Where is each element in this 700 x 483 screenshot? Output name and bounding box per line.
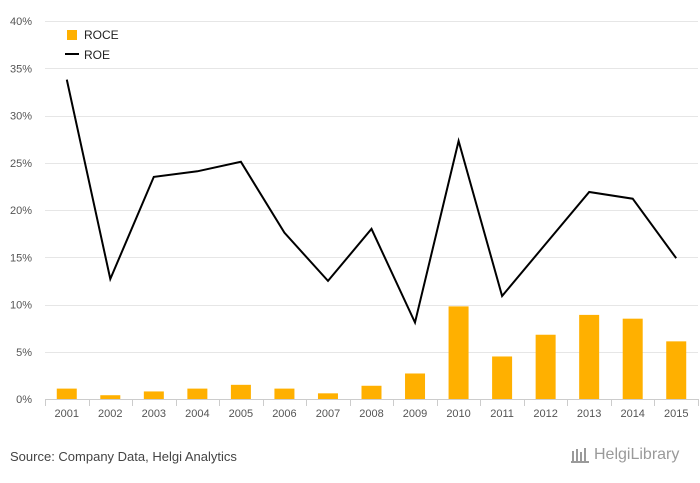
source-note: Source: Company Data, Helgi Analytics: [10, 449, 237, 464]
roce-bars: [56, 306, 687, 399]
roce-bar: [361, 385, 382, 399]
roce-bar: [579, 314, 600, 399]
y-tick-label: 15%: [10, 252, 32, 264]
roce-bar: [317, 393, 338, 399]
roe-line: [65, 79, 678, 326]
x-tick-label: 2004: [185, 408, 209, 420]
x-tick-label: 2014: [620, 408, 644, 420]
y-axis-tick-labels: 0% 5% 10% 15% 20% 25% 30% 35% 40%: [10, 16, 32, 406]
x-axis-tick-labels: 2001 2002 2003 2004 2005 2006 2007 2008 2009 2010…: [55, 408, 689, 420]
y-tick-label: 10%: [10, 300, 32, 312]
legend-label-roe: ROE: [84, 48, 110, 62]
x-tick-label: 2006: [272, 408, 296, 420]
library-building-icon: [571, 448, 589, 463]
roce-bar: [56, 388, 77, 399]
y-tick-label: 30%: [10, 111, 32, 123]
logo-text: HelgiLibrary: [594, 446, 680, 463]
x-tick-label: 2002: [98, 408, 122, 420]
roce-roe-chart: 0%5%10%15%20%25%30%35%40% 2001 2002 2003 20…: [10, 16, 699, 420]
helgi-library-logo[interactable]: HelgiLibrary: [570, 446, 679, 464]
x-tick-label: 2009: [403, 408, 427, 420]
x-axis: [45, 399, 699, 406]
legend-label-roce: ROCE: [84, 28, 119, 42]
x-tick-label: 2015: [664, 408, 688, 420]
roce-bar: [622, 318, 643, 399]
x-tick-label: 2007: [316, 408, 340, 420]
y-tick-label: 25%: [10, 158, 32, 170]
roce-bar: [448, 306, 469, 399]
gridlines: [45, 21, 698, 353]
legend-swatch-roce: [67, 30, 77, 40]
y-tick-label: 40%: [10, 16, 32, 28]
roce-bar: [230, 384, 251, 399]
x-tick-label: 2008: [359, 408, 383, 420]
roce-bar: [405, 373, 426, 399]
x-tick-label: 2001: [55, 408, 79, 420]
roce-bar: [100, 395, 121, 399]
roce-bar: [187, 388, 208, 399]
legend: ROCE ROE: [65, 28, 119, 62]
x-tick-label: 2003: [142, 408, 166, 420]
roce-bar: [274, 388, 295, 399]
x-tick-label: 2010: [446, 408, 470, 420]
roce-bar: [535, 334, 556, 399]
y-tick-label: 20%: [10, 205, 32, 217]
x-tick-label: 2011: [490, 408, 514, 420]
roce-bar: [492, 356, 513, 399]
x-tick-label: 2013: [577, 408, 601, 420]
x-tick-label: 2012: [533, 408, 557, 420]
y-tick-label: 5%: [16, 347, 32, 359]
roce-bar: [666, 341, 687, 399]
y-tick-label: 35%: [10, 63, 32, 75]
roe-line-group: [65, 79, 678, 326]
y-tick-label: 0%: [16, 394, 32, 406]
x-tick-label: 2005: [229, 408, 253, 420]
roce-bar: [143, 391, 164, 399]
